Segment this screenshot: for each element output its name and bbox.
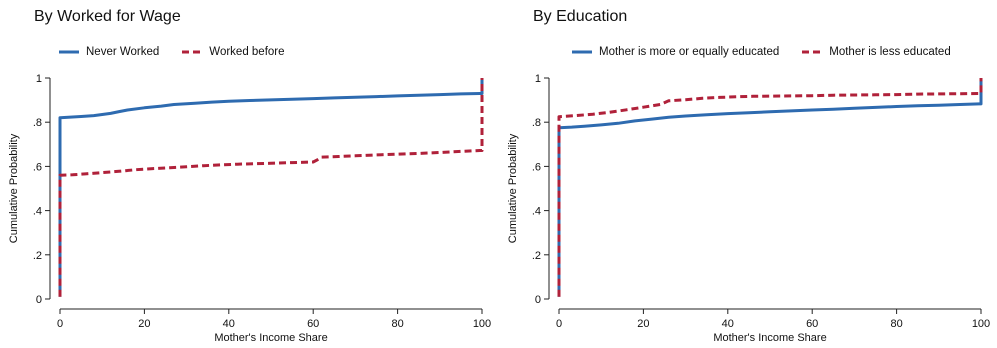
x-tick-label: 100 — [473, 318, 491, 330]
y-axis-title: Cumulative Probability — [507, 133, 519, 243]
x-tick-label: 60 — [307, 318, 319, 330]
series-line-red — [557, 78, 983, 297]
series-line-blue — [58, 78, 484, 297]
legend-swatch-less-educated — [802, 50, 823, 54]
series-line-blue — [557, 78, 983, 297]
legend-item-worked-before: Worked before — [181, 46, 285, 58]
x-tick-label: 80 — [890, 318, 902, 330]
y-tick-label: .6 — [532, 161, 541, 173]
series-line-red — [58, 78, 484, 297]
x-tick-label: 80 — [391, 318, 403, 330]
legend: Never Worked Worked before — [58, 46, 307, 58]
y-tick-label: 1 — [535, 73, 541, 85]
y-tick-label: .6 — [33, 161, 42, 173]
legend-label: Mother is more or equally educated — [599, 46, 780, 58]
legend-swatch-more-educated — [572, 50, 592, 54]
y-tick-label: .2 — [532, 250, 541, 262]
y-tick-label: .2 — [33, 250, 42, 262]
legend-item-never-worked: Never Worked — [58, 46, 159, 58]
y-tick-label: .8 — [33, 117, 42, 129]
chart-panel-worked-for-wage: By Worked for Wage Never Worked Worked b… — [0, 0, 498, 348]
x-tick-label: 40 — [223, 318, 235, 330]
x-tick-label: 20 — [637, 318, 649, 330]
x-tick-label: 100 — [972, 318, 990, 330]
legend-label: Worked before — [209, 46, 285, 58]
plot-area: 0 .2 .4 .6 .8 1 0 20 40 60 80 100 Mother's Income Sh… — [8, 73, 491, 344]
legend-label: Never Worked — [86, 46, 160, 58]
legend: Mother is more or equally educated Mothe… — [571, 46, 973, 58]
y-tick-label: 0 — [535, 294, 541, 306]
x-tick-label: 0 — [556, 318, 562, 330]
y-tick-label: .8 — [532, 117, 541, 129]
x-tick-label: 40 — [722, 318, 734, 330]
chart-panel-education: By Education Mother is more or equally e… — [499, 0, 997, 348]
y-tick-label: 0 — [36, 294, 42, 306]
legend-item-less-educated: Mother is less educated — [801, 46, 951, 58]
plot-area: 0 .2 .4 .6 .8 1 0 20 40 60 80 100 Mother's Income Sh… — [507, 73, 990, 344]
y-tick-label: .4 — [532, 206, 541, 218]
x-tick-label: 0 — [57, 318, 63, 330]
y-tick-label: .4 — [33, 206, 42, 218]
legend-swatch-worked-before — [182, 50, 203, 54]
y-axis-title: Cumulative Probability — [8, 133, 20, 243]
x-tick-label: 60 — [806, 318, 818, 330]
legend-swatch-never-worked — [59, 50, 79, 54]
x-axis-title: Mother's Income Share — [214, 332, 327, 344]
legend-label: Mother is less educated — [829, 46, 951, 58]
chart-title: By Worked for Wage — [34, 8, 181, 25]
x-tick-label: 20 — [138, 318, 150, 330]
chart-title: By Education — [533, 8, 628, 25]
x-axis-title: Mother's Income Share — [713, 332, 826, 344]
legend-item-more-educated: Mother is more or equally educated — [571, 46, 779, 58]
y-tick-label: 1 — [36, 73, 42, 85]
